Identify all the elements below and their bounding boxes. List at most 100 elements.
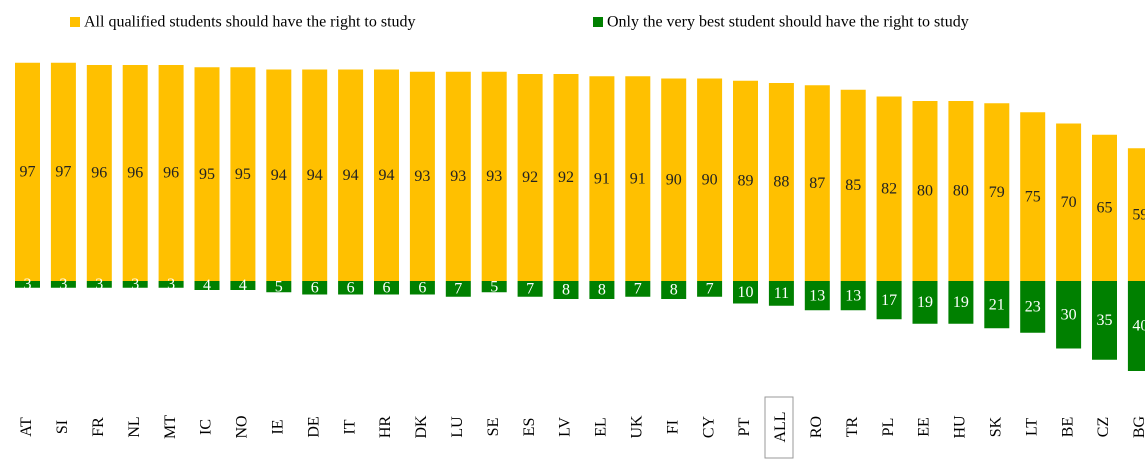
- x-tick-label: SK: [987, 416, 1004, 437]
- x-tick-label: IE: [269, 419, 286, 434]
- bar: [374, 69, 399, 281]
- bar: [625, 281, 651, 297]
- bar: [445, 71, 471, 281]
- value-label: 97: [55, 164, 71, 181]
- x-tick-label: IT: [341, 419, 358, 434]
- bar: [266, 281, 292, 293]
- bar: [1127, 148, 1145, 281]
- bar: [876, 281, 902, 320]
- bar: [589, 76, 615, 281]
- x-tick-label: HU: [952, 415, 969, 439]
- bar: [1020, 112, 1046, 281]
- bar: [517, 281, 543, 297]
- x-tick-label: PL: [880, 418, 897, 437]
- x-tick-label: LV: [557, 417, 574, 437]
- bar: [733, 281, 758, 304]
- value-label: 5: [490, 278, 498, 295]
- value-label: 3: [24, 276, 32, 293]
- value-label: 85: [845, 177, 861, 194]
- value-label: 13: [845, 287, 861, 304]
- bar: [445, 281, 471, 297]
- bar: [338, 69, 364, 281]
- value-label: 93: [414, 168, 430, 185]
- value-label: 40: [1132, 318, 1145, 335]
- x-tick-label: FR: [90, 417, 107, 437]
- value-label: 7: [454, 281, 462, 298]
- value-label: 94: [271, 167, 287, 184]
- bar: [661, 281, 687, 299]
- x-tick-label: DK: [413, 415, 430, 439]
- value-label: 88: [773, 174, 789, 191]
- x-tick-label: EL: [593, 417, 610, 437]
- value-label: 90: [702, 171, 718, 188]
- x-tick-label: CY: [700, 415, 717, 438]
- bar: [912, 281, 938, 324]
- x-tick-label: CZ: [1095, 417, 1112, 437]
- value-label: 35: [1097, 312, 1113, 329]
- x-tick-label: IC: [198, 419, 215, 435]
- value-label: 6: [418, 279, 426, 296]
- bar: [86, 281, 112, 288]
- bar: [86, 65, 112, 281]
- value-label: 30: [1061, 306, 1077, 323]
- value-label: 3: [59, 276, 67, 293]
- x-tick-label: BE: [1059, 417, 1076, 437]
- value-label: 96: [127, 165, 143, 182]
- bar: [768, 83, 794, 281]
- value-label: 7: [634, 281, 642, 298]
- value-label: 19: [953, 294, 969, 311]
- value-label: 6: [383, 279, 391, 296]
- x-tick-label: EE: [916, 417, 933, 437]
- bar: [1020, 281, 1046, 333]
- bar: [266, 69, 292, 281]
- x-tick-label: FI: [664, 420, 681, 434]
- bar: [1092, 134, 1117, 281]
- bar: [50, 281, 76, 288]
- value-label: 93: [450, 168, 466, 185]
- value-label: 75: [1025, 188, 1041, 205]
- bar: [374, 281, 399, 295]
- legend-swatch: [593, 17, 603, 27]
- value-label: 95: [199, 166, 215, 183]
- value-label: 21: [989, 296, 1005, 313]
- value-label: 8: [562, 282, 570, 299]
- bar: [302, 281, 328, 295]
- x-tick-label: BG: [1131, 415, 1145, 438]
- x-tick-label: NL: [126, 416, 143, 437]
- value-label: 90: [666, 171, 682, 188]
- value-label: 7: [526, 281, 534, 298]
- bar: [876, 96, 902, 281]
- x-tick-label: UK: [628, 415, 645, 439]
- bar: [1092, 281, 1117, 360]
- value-label: 3: [131, 276, 139, 293]
- bar: [553, 281, 579, 299]
- bar: [912, 101, 938, 281]
- bar: [948, 101, 974, 281]
- legend-label: Only the very best student should have t…: [607, 14, 969, 31]
- legend-label: All qualified students should have the r…: [84, 14, 416, 31]
- bar: [15, 281, 40, 288]
- bar: [158, 281, 184, 288]
- bar: [122, 281, 148, 288]
- bar: [409, 281, 435, 295]
- value-label: 87: [809, 175, 825, 192]
- bar: [194, 281, 220, 290]
- bar: [15, 62, 40, 281]
- bar: [984, 103, 1010, 281]
- x-tick-label: ES: [521, 418, 538, 437]
- value-label: 5: [275, 278, 283, 295]
- bar: [840, 89, 866, 281]
- value-label: 94: [343, 167, 359, 184]
- bar: [804, 85, 830, 281]
- value-label: 13: [809, 287, 825, 304]
- bar: [122, 65, 148, 281]
- bar: [194, 67, 220, 281]
- value-label: 79: [989, 184, 1005, 201]
- x-tick-label: RO: [808, 416, 825, 438]
- x-tick-label: HR: [377, 416, 394, 439]
- value-label: 19: [917, 294, 933, 311]
- legend-swatch: [70, 17, 80, 27]
- value-label: 96: [91, 165, 107, 182]
- x-tick-label: LU: [449, 416, 466, 438]
- bar: [1056, 123, 1082, 281]
